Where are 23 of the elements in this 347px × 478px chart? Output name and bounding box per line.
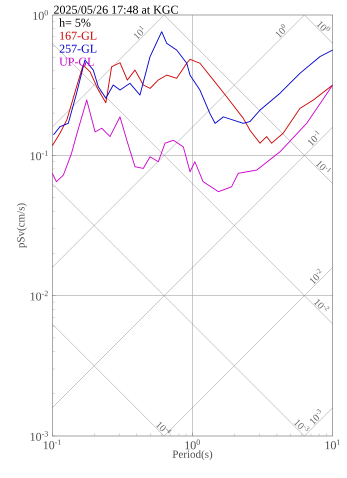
- annotation: 10$^{-3}$: [294, 420, 310, 431]
- y-tick-label: 10$^{-2}$: [30, 290, 48, 301]
- annotation: 10$^{-1}$: [316, 160, 332, 172]
- x-tick-label: 10$^{-1}$: [44, 440, 61, 450]
- annotation: 10$^{1}$: [134, 26, 144, 40]
- annotation: 10$^{-2}$: [310, 268, 322, 284]
- annotation: 10$^{-4}$: [156, 422, 172, 434]
- y-tick-label: 10$^{-3}$: [30, 431, 48, 441]
- y-tick-label: 10$^{0}$: [33, 10, 48, 20]
- x-tick-label: 10$^{0}$: [185, 440, 200, 450]
- x-tick-label: 10$^{1}$: [325, 440, 340, 450]
- x-axis-title: Period(s): [172, 450, 212, 460]
- chart-title: 2025/05/26 17:48 at KGC: [54, 6, 178, 14]
- annotation: 10$^{-3}$: [310, 409, 322, 425]
- annotation: 10$^{-1}$: [308, 130, 320, 146]
- annotation: 10$^{-2}$: [314, 299, 330, 311]
- y-axis-title: pSv(cm/s): [16, 203, 27, 248]
- annotation: 10$^{0}$: [276, 24, 286, 38]
- y-tick-label: 10$^{-1}$: [30, 150, 48, 160]
- annotation: h= 5%: [59, 18, 90, 27]
- series-label: 257-GL: [60, 44, 96, 53]
- annotation: 10$^{0}$: [316, 21, 330, 31]
- text: 167-GL: [60, 32, 96, 40]
